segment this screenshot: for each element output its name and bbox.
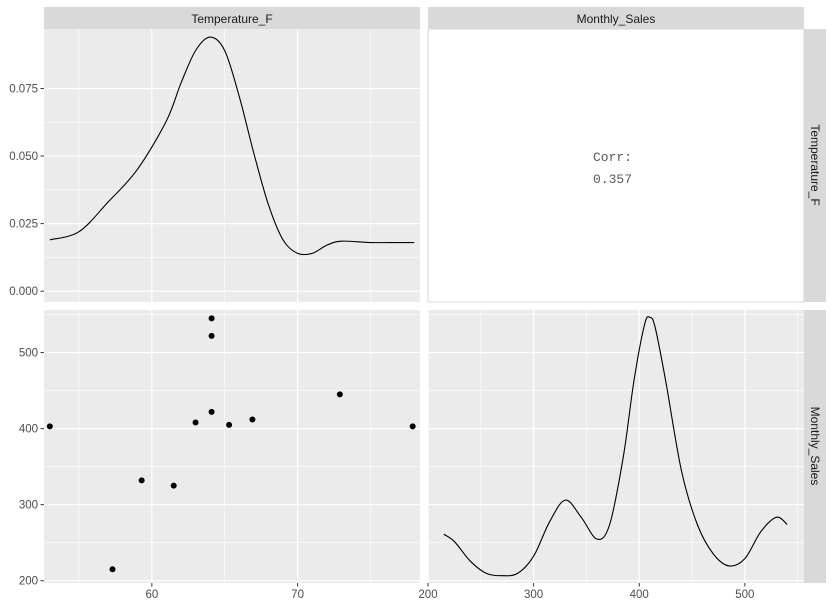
y-tick-label-sales: 400 bbox=[19, 424, 38, 436]
scatter-point bbox=[208, 332, 215, 339]
strip-row-sales bbox=[804, 310, 826, 583]
x-tick-label-sales: 500 bbox=[735, 589, 754, 601]
panel-correlation: Corr: 0.357 bbox=[427, 28, 805, 303]
strip-label-row-sales: Monthly_Sales bbox=[808, 407, 822, 486]
y-tick-label-sales: 200 bbox=[19, 576, 38, 588]
y-tick-label-density: 0.075 bbox=[9, 83, 38, 95]
y-tick-label-sales: 300 bbox=[19, 500, 38, 512]
strip-label-row-temperature: Temperature_F bbox=[808, 124, 822, 205]
x-tick-label-temperature: 70 bbox=[291, 589, 304, 601]
y-tick-label-density: 0.025 bbox=[9, 219, 38, 231]
y-tick-label-density: 0.000 bbox=[9, 286, 38, 298]
panel-scatter bbox=[44, 310, 420, 583]
strip-label-column-sales: Monthly_Sales bbox=[577, 12, 656, 26]
sales-density-curve bbox=[443, 316, 788, 577]
panel-temperature-density bbox=[44, 29, 420, 302]
scatter-point bbox=[46, 423, 53, 430]
strip-column-sales bbox=[428, 7, 804, 29]
temperature-density-curve bbox=[49, 36, 415, 256]
scatter-point bbox=[226, 421, 233, 428]
panel-background bbox=[44, 310, 420, 583]
scatter-point bbox=[249, 416, 256, 423]
x-tick-label-sales: 400 bbox=[630, 589, 649, 601]
scatter-point bbox=[336, 391, 343, 398]
strip-column-temperature bbox=[44, 7, 420, 29]
scatter-point bbox=[208, 315, 215, 322]
y-tick-label-density: 0.050 bbox=[9, 151, 38, 163]
scatter-point bbox=[208, 408, 215, 415]
scatter-point bbox=[138, 477, 145, 484]
scatter-point bbox=[192, 419, 199, 426]
panel-sales-density bbox=[427, 310, 804, 583]
panel-background bbox=[44, 29, 420, 302]
x-tick-label-temperature: 60 bbox=[145, 589, 158, 601]
corr-label: Corr: bbox=[593, 150, 632, 165]
corr-value: 0.357 bbox=[593, 172, 632, 187]
strip-label-column-temperature: Temperature_F bbox=[191, 12, 272, 26]
panel-background bbox=[428, 310, 804, 583]
scatter-point bbox=[170, 482, 177, 489]
strip-row-temperature bbox=[804, 29, 826, 302]
scatter-point bbox=[109, 566, 116, 573]
x-tick-label-sales: 300 bbox=[524, 589, 543, 601]
scatter-point bbox=[409, 423, 416, 430]
x-tick-label-sales: 200 bbox=[418, 589, 437, 601]
y-tick-label-sales: 500 bbox=[19, 348, 38, 360]
axes: 0.000 0.025 0.050 0.075 200 300 400 500 60 70 200 3… bbox=[9, 83, 754, 601]
panel-background bbox=[427, 28, 805, 303]
